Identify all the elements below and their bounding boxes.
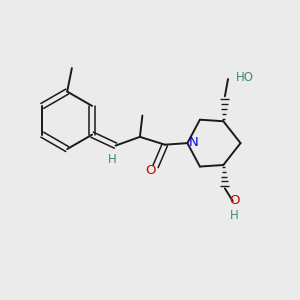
Text: HO: HO: [236, 71, 254, 84]
Text: H: H: [108, 153, 117, 166]
Text: N: N: [189, 136, 199, 149]
Text: O: O: [146, 164, 156, 177]
Text: O: O: [229, 194, 240, 207]
Text: H: H: [230, 208, 239, 221]
